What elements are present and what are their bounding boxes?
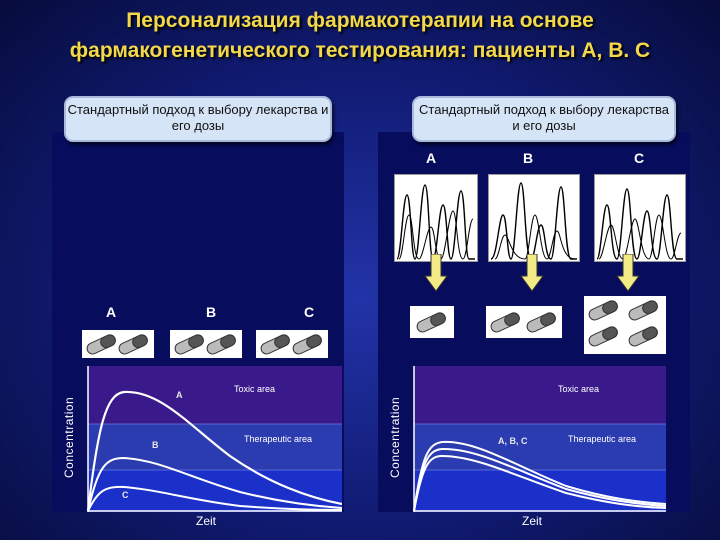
left-y-axis-label: Concentration [62, 396, 76, 478]
left-therapeutic-label: Therapeutic area [244, 434, 313, 444]
title-line-2: фармакогенетического тестирования: пацие… [69, 39, 651, 62]
left-callout: Стандартный подход к выбору лекарства и … [64, 96, 332, 142]
pills-right-a-icon [410, 306, 454, 338]
left-low-zone [88, 470, 342, 512]
pills-left-a-icon [82, 330, 154, 358]
left-curve-b [87, 456, 342, 512]
left-x-axis-label: Zeit [196, 514, 217, 528]
left-patient-label-c: C [304, 304, 315, 320]
page-title: Персонализация фармакотерапии на основе … [0, 6, 720, 66]
title-line-1: Персонализация фармакотерапии на основе [126, 9, 594, 32]
left-therapeutic-zone [88, 424, 342, 470]
left-patient-label-a: A [106, 304, 117, 320]
right-patient-label-a: A [426, 150, 437, 166]
arrow-down-a-icon [424, 254, 448, 292]
left-curve-label-a: A [176, 390, 183, 400]
arrow-down-c-icon [616, 254, 640, 292]
right-curve-label: A, B, C [498, 436, 528, 446]
arrow-down-b-icon [520, 254, 544, 292]
left-toxic-label: Toxic area [234, 384, 276, 394]
right-patient-label-c: C [634, 150, 645, 166]
left-concentration-chart [86, 366, 342, 512]
right-x-axis-label: Zeit [522, 514, 543, 528]
pills-right-c-icon [584, 296, 666, 354]
left-curve-label-c: C [122, 490, 129, 500]
right-toxic-label: Toxic area [558, 384, 600, 394]
left-curve-c [87, 485, 342, 512]
right-concentration-chart [413, 366, 666, 512]
right-callout: Стандартный подход к выбору лекарства и … [412, 96, 676, 142]
right-patient-label-b: B [523, 150, 534, 166]
right-curve-2 [413, 447, 666, 512]
genotype-trace-a [394, 174, 478, 262]
right-therapeutic-label: Therapeutic area [568, 434, 637, 444]
genotype-trace-c [594, 174, 686, 262]
genotype-trace-b [488, 174, 580, 262]
right-curve-3 [413, 454, 666, 512]
right-therapeutic-zone [414, 424, 666, 470]
right-y-axis-label: Concentration [388, 396, 402, 478]
right-toxic-zone [414, 366, 666, 424]
left-curve-a [86, 390, 342, 512]
pills-right-b-icon [486, 306, 562, 338]
left-toxic-zone [88, 366, 342, 424]
left-curve-label-b: B [152, 440, 159, 450]
left-patient-label-b: B [206, 304, 217, 320]
pills-left-b-icon [170, 330, 242, 358]
right-curve-1 [413, 440, 666, 512]
pills-left-c-icon [256, 330, 328, 358]
